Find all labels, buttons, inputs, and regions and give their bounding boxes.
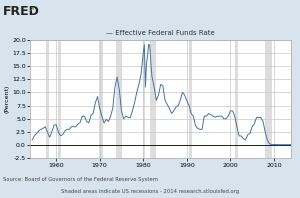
Bar: [189, 40, 192, 158]
Title: — Effective Federal Funds Rate: — Effective Federal Funds Rate: [106, 30, 215, 36]
Y-axis label: (Percent): (Percent): [4, 85, 9, 113]
Bar: [99, 40, 103, 158]
Text: FRED: FRED: [3, 5, 40, 18]
Bar: [265, 40, 272, 158]
Text: ↗: ↗: [28, 5, 34, 14]
Bar: [236, 40, 238, 158]
Text: Source: Board of Governors of the Federal Reserve System: Source: Board of Governors of the Federa…: [3, 177, 158, 182]
Bar: [58, 40, 61, 158]
Bar: [150, 40, 156, 158]
Text: Shaded areas indicate US recessions - 2014 research.stlouisfed.org: Shaded areas indicate US recessions - 20…: [61, 189, 239, 194]
Bar: [143, 40, 146, 158]
Bar: [116, 40, 122, 158]
Bar: [46, 40, 49, 158]
